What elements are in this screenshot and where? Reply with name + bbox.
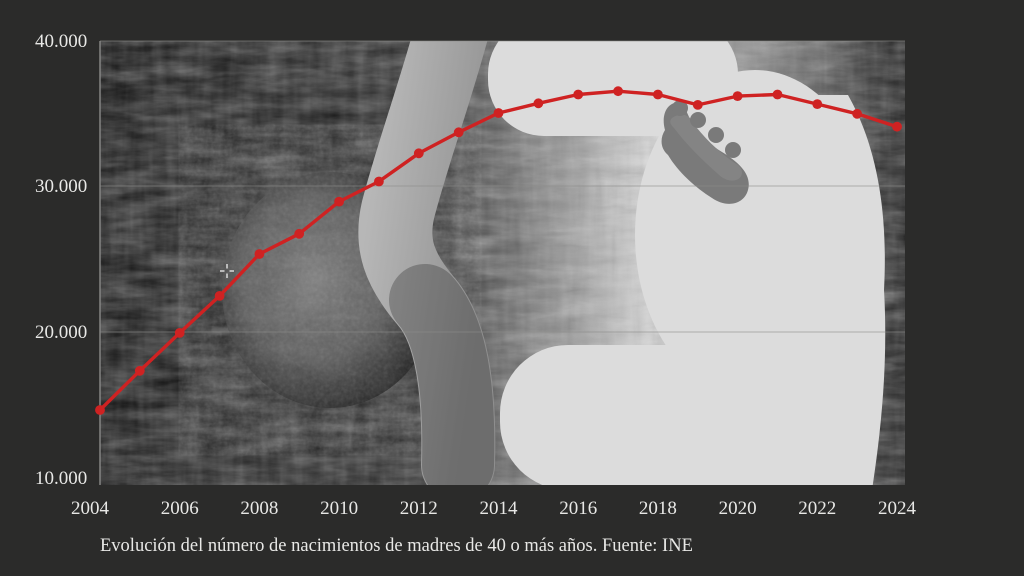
svg-text:2004: 2004	[71, 498, 110, 519]
svg-text:2024: 2024	[878, 498, 917, 519]
svg-text:2012: 2012	[400, 498, 438, 519]
svg-text:40.000: 40.000	[35, 31, 87, 52]
svg-text:20.000: 20.000	[35, 322, 87, 343]
svg-text:Evolución del número de nacimi: Evolución del número de nacimientos de m…	[100, 536, 693, 556]
svg-text:2018: 2018	[639, 498, 677, 519]
svg-text:2010: 2010	[320, 498, 358, 519]
svg-text:10.000: 10.000	[35, 468, 87, 489]
svg-text:30.000: 30.000	[35, 176, 87, 197]
svg-text:2022: 2022	[798, 498, 836, 519]
svg-text:2014: 2014	[480, 498, 519, 519]
svg-text:2006: 2006	[161, 498, 199, 519]
svg-text:2016: 2016	[559, 498, 597, 519]
svg-text:2020: 2020	[719, 498, 757, 519]
svg-text:2008: 2008	[240, 498, 278, 519]
